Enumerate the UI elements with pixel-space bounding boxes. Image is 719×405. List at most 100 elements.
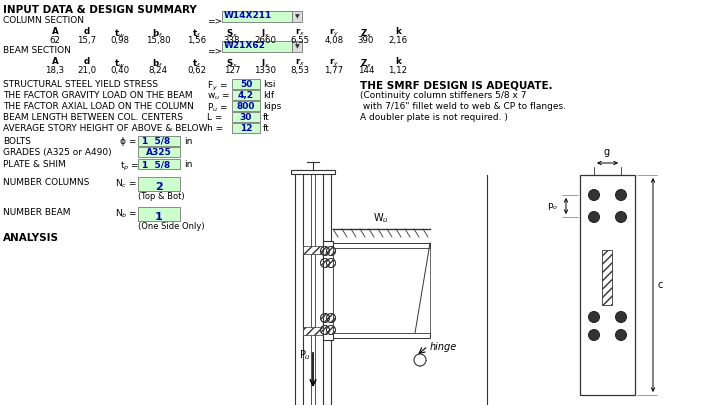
Text: ft: ft (263, 124, 270, 133)
Text: I$_x$: I$_x$ (260, 57, 270, 70)
Text: d: d (84, 27, 90, 36)
Text: A325: A325 (146, 148, 172, 157)
Text: t$_w$: t$_w$ (114, 57, 126, 70)
Text: Z$_x$: Z$_x$ (360, 57, 372, 70)
Text: c: c (658, 280, 664, 290)
Text: h =: h = (207, 124, 223, 133)
Text: A doubler plate is not required. ): A doubler plate is not required. ) (360, 113, 508, 122)
Text: THE FACTOR AXIAL LOAD ON THE COLUMN: THE FACTOR AXIAL LOAD ON THE COLUMN (3, 102, 194, 111)
Bar (333, 243, 430, 248)
Text: t$_w$: t$_w$ (114, 27, 126, 40)
Text: P$_u$ =: P$_u$ = (207, 102, 228, 115)
Text: hinge: hinge (430, 342, 457, 352)
Text: THE FACTOR GRAVITY LOAD ON THE BEAM: THE FACTOR GRAVITY LOAD ON THE BEAM (3, 91, 193, 100)
Text: 18,3: 18,3 (45, 66, 65, 75)
Bar (323, 241, 333, 340)
Text: 4,08: 4,08 (324, 36, 344, 45)
Bar (323, 170, 331, 405)
Text: 1  5/8: 1 5/8 (142, 137, 170, 146)
Bar (232, 112, 260, 122)
Text: w$_u$ =: w$_u$ = (207, 91, 230, 102)
Bar (232, 101, 260, 111)
Text: ϕ =: ϕ = (120, 137, 137, 146)
Text: with 7/16" fillet weld to web & CP to flanges.: with 7/16" fillet weld to web & CP to fl… (360, 102, 566, 111)
Bar (295, 170, 303, 405)
Text: 15,7: 15,7 (78, 36, 96, 45)
Circle shape (615, 330, 626, 341)
Text: 12: 12 (239, 124, 252, 133)
Text: t$_f$: t$_f$ (193, 57, 201, 70)
Circle shape (615, 190, 626, 200)
Text: F$_y$ =: F$_y$ = (207, 80, 228, 93)
Bar (232, 90, 260, 100)
Text: (One Side Only): (One Side Only) (138, 222, 205, 231)
Text: NUMBER BEAM: NUMBER BEAM (3, 208, 70, 217)
Circle shape (414, 354, 426, 366)
Text: A: A (52, 27, 58, 36)
Bar (580, 175, 635, 395)
Text: Z$_x$: Z$_x$ (360, 27, 372, 40)
Text: 390: 390 (358, 36, 374, 45)
Text: 144: 144 (358, 66, 375, 75)
Text: p$_o$: p$_o$ (546, 200, 558, 211)
Text: THE SMRF DESIGN IS ADEQUATE.: THE SMRF DESIGN IS ADEQUATE. (360, 80, 553, 90)
Text: g: g (604, 147, 610, 157)
Text: W21X62: W21X62 (224, 41, 266, 50)
Text: L =: L = (207, 113, 222, 122)
Text: 2660: 2660 (254, 36, 276, 45)
Text: COLUMN SECTION: COLUMN SECTION (3, 16, 84, 25)
Circle shape (588, 330, 600, 341)
Text: 338: 338 (224, 36, 240, 45)
Circle shape (615, 211, 626, 222)
Bar (333, 248, 430, 333)
Text: 0,98: 0,98 (111, 36, 129, 45)
Text: d: d (84, 57, 90, 66)
Text: r$_y$: r$_y$ (329, 27, 339, 39)
Bar (311, 170, 315, 405)
Bar (291, 170, 335, 174)
Text: 15,80: 15,80 (146, 36, 170, 45)
Text: A: A (52, 57, 58, 66)
Text: 62: 62 (50, 36, 60, 45)
Circle shape (588, 190, 600, 200)
Bar (303, 327, 323, 335)
Text: 6,55: 6,55 (290, 36, 310, 45)
Text: INPUT DATA & DESIGN SUMMARY: INPUT DATA & DESIGN SUMMARY (3, 5, 197, 15)
Text: 2,16: 2,16 (388, 36, 408, 45)
Text: =>: => (207, 46, 222, 55)
Text: 2: 2 (155, 182, 163, 192)
Text: 1  5/8: 1 5/8 (142, 160, 170, 169)
Circle shape (588, 211, 600, 222)
Text: I$_x$: I$_x$ (260, 27, 270, 40)
Text: 50: 50 (240, 80, 252, 89)
Text: 1,12: 1,12 (388, 66, 408, 75)
Text: ksi: ksi (263, 80, 275, 89)
Text: GRADES (A325 or A490): GRADES (A325 or A490) (3, 148, 111, 157)
Text: 0,62: 0,62 (188, 66, 206, 75)
Text: (Continuity column stiffeners 5/8 x 7: (Continuity column stiffeners 5/8 x 7 (360, 91, 526, 100)
Bar (602, 250, 612, 305)
Text: S$_x$: S$_x$ (226, 57, 238, 70)
Bar (232, 79, 260, 89)
Text: r$_x$: r$_x$ (295, 57, 305, 68)
Text: BOLTS: BOLTS (3, 137, 31, 146)
Bar (138, 159, 180, 169)
Text: 30: 30 (240, 113, 252, 122)
Text: ▼: ▼ (295, 14, 299, 19)
Text: 1: 1 (155, 212, 163, 222)
Text: ANALYSIS: ANALYSIS (3, 233, 59, 243)
Text: W$_u$: W$_u$ (373, 211, 389, 225)
Bar (138, 136, 180, 146)
Text: =>: => (207, 16, 222, 25)
Bar (232, 123, 260, 133)
Text: BEAM LENGTH BETWEEN COL. CENTERS: BEAM LENGTH BETWEEN COL. CENTERS (3, 113, 183, 122)
Text: 8,24: 8,24 (148, 66, 168, 75)
Text: k: k (395, 27, 401, 36)
Bar (222, 41, 292, 52)
Bar (138, 207, 180, 221)
Text: t$_f$: t$_f$ (193, 27, 201, 40)
Text: k: k (395, 57, 401, 66)
Text: (Top & Bot): (Top & Bot) (138, 192, 185, 201)
Text: P$_u$: P$_u$ (299, 348, 311, 362)
Bar (303, 246, 323, 254)
